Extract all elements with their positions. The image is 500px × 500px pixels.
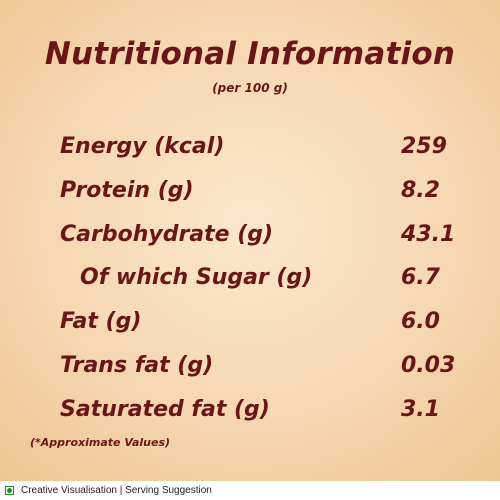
nutrient-label: Of which Sugar (g) xyxy=(80,265,313,291)
nutrient-label: Protein (g) xyxy=(60,177,194,203)
page-title: Nutritional Information xyxy=(44,36,456,72)
veg-mark-icon xyxy=(5,486,14,495)
nutrient-label: Fat (g) xyxy=(60,309,142,335)
nutrient-label: Trans fat (g) xyxy=(60,352,214,378)
nutrient-row-energy: Energy (kcal) 259 xyxy=(60,127,460,171)
nutrient-row-sugar: Of which Sugar (g) 6.7 xyxy=(60,258,460,302)
nutrient-value: 0.03 xyxy=(401,352,456,378)
nutrient-value: 6.0 xyxy=(401,309,440,335)
nutrient-label: Carbohydrate (g) xyxy=(60,221,274,247)
footer-bar: Creative Visualisation | Serving Suggest… xyxy=(0,481,500,500)
nutrient-row-saturated-fat: Saturated fat (g) 3.1 xyxy=(60,390,460,434)
nutrient-value: 43.1 xyxy=(401,221,456,247)
nutrient-value: 8.2 xyxy=(401,177,440,203)
nutrient-value: 3.1 xyxy=(401,396,440,422)
nutrient-row-trans-fat: Trans fat (g) 0.03 xyxy=(60,346,460,390)
per-serving-subtitle: (per 100 g) xyxy=(212,81,288,95)
nutrient-label: Saturated fat (g) xyxy=(60,396,270,422)
nutrient-value: 259 xyxy=(401,134,447,159)
nutrient-value: 6.7 xyxy=(401,265,440,291)
approximate-values-note: (*Approximate Values) xyxy=(30,436,171,449)
nutrient-row-fat: Fat (g) 6.0 xyxy=(60,302,460,346)
nutrient-label: Energy (kcal) xyxy=(60,134,225,159)
nutrition-table: Energy (kcal) 259 Protein (g) 8.2 Carboh… xyxy=(60,127,460,434)
footer-text: Creative Visualisation | Serving Suggest… xyxy=(21,485,212,496)
nutrient-row-carbohydrate: Carbohydrate (g) 43.1 xyxy=(60,215,460,259)
nutrient-row-protein: Protein (g) 8.2 xyxy=(60,171,460,215)
